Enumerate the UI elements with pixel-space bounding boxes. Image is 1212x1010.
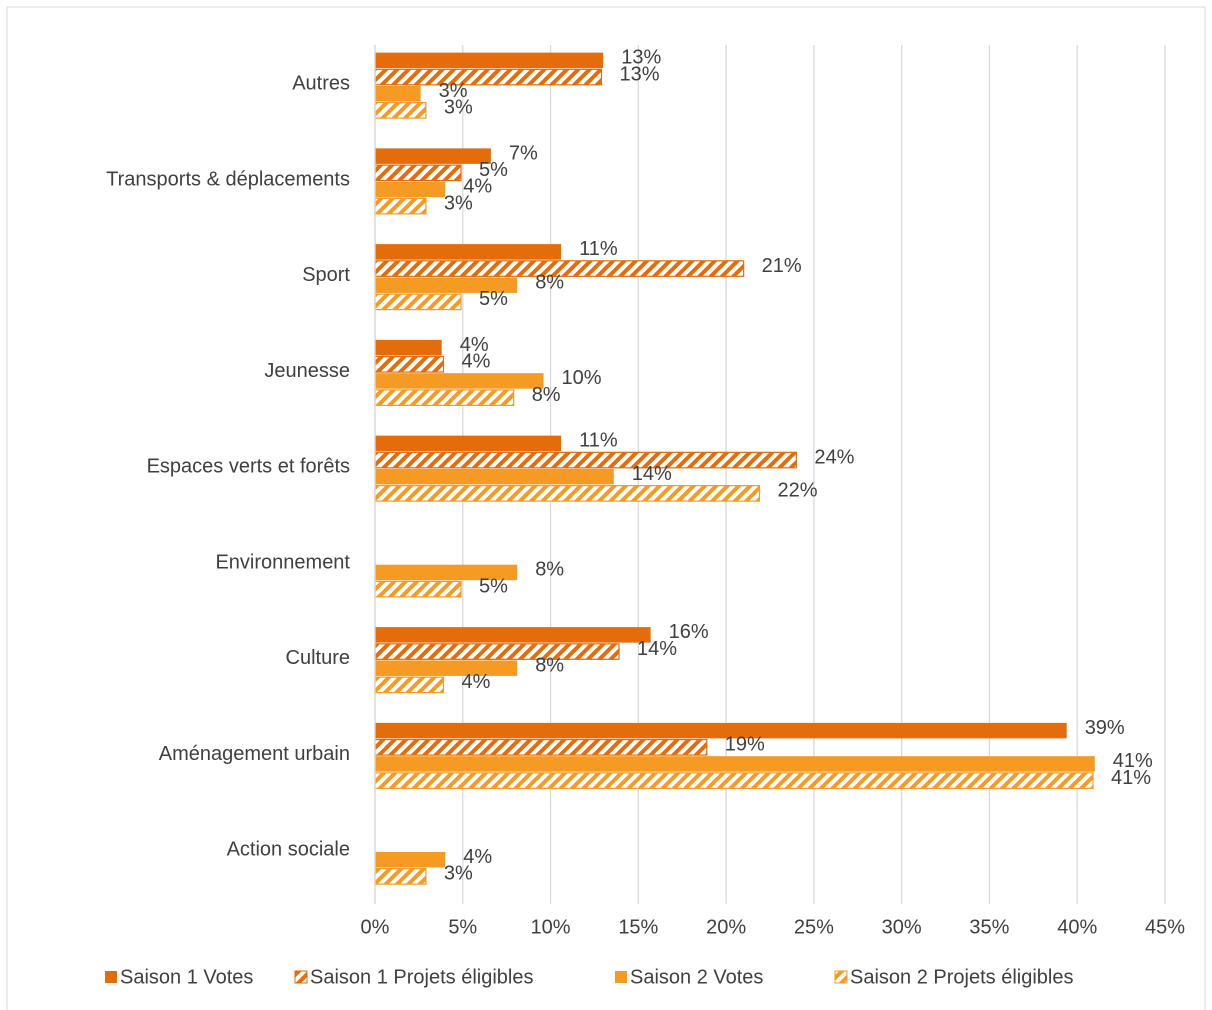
data-label: 16% — [669, 621, 709, 643]
bar — [375, 148, 491, 164]
data-label: 13% — [619, 63, 659, 85]
category-label: Espaces verts et forêts — [147, 456, 350, 478]
bar — [374, 389, 515, 406]
data-label: 4% — [463, 846, 492, 868]
bar — [375, 756, 1095, 772]
x-tick-label: 30% — [882, 916, 922, 938]
x-tick-label: 10% — [531, 916, 571, 938]
category-label: Action sociale — [227, 839, 350, 861]
data-label: 19% — [725, 734, 765, 756]
data-label: 10% — [562, 367, 602, 389]
bar — [375, 277, 518, 293]
bar — [375, 722, 1067, 739]
bar — [375, 52, 604, 69]
bar — [374, 68, 603, 86]
data-label: 4% — [460, 334, 489, 356]
x-tick-label: 25% — [794, 916, 834, 938]
data-label: 41% — [1111, 767, 1151, 789]
x-tick-label: 15% — [618, 916, 658, 938]
data-label: 4% — [463, 176, 492, 198]
bar — [374, 102, 427, 119]
bar — [375, 373, 544, 389]
category-label: Sport — [302, 264, 350, 286]
data-label: 5% — [479, 575, 508, 597]
data-label: 5% — [479, 159, 508, 181]
bar — [374, 485, 761, 502]
x-tick-label: 35% — [969, 916, 1009, 938]
bar — [374, 643, 620, 660]
bar — [374, 868, 427, 885]
data-label: 13% — [621, 47, 661, 69]
legend-label: Saison 1 Votes — [120, 966, 253, 988]
data-label: 11% — [579, 430, 618, 452]
data-label: 8% — [535, 271, 564, 293]
data-label: 4% — [461, 671, 490, 693]
data-label: 8% — [535, 654, 564, 676]
data-label: 3% — [444, 863, 473, 885]
bar — [374, 451, 797, 469]
bar — [375, 564, 518, 581]
data-label: 41% — [1113, 750, 1153, 772]
data-label: 7% — [509, 142, 538, 164]
bar — [374, 197, 427, 215]
legend-label: Saison 2 Votes — [630, 966, 763, 988]
legend-swatch — [105, 971, 117, 983]
bar — [374, 676, 445, 694]
bar — [375, 181, 446, 198]
category-label: Environnement — [215, 551, 350, 573]
bar — [374, 164, 462, 182]
data-label: 3% — [444, 97, 473, 119]
data-label: 3% — [444, 192, 473, 214]
data-label: 14% — [637, 638, 677, 660]
data-label: 11% — [579, 238, 618, 260]
category-label: Autres — [292, 73, 350, 95]
bar — [374, 772, 1094, 789]
bar — [375, 435, 562, 452]
bar — [374, 293, 462, 311]
data-label: 4% — [461, 351, 490, 373]
bar — [374, 738, 708, 756]
data-label: 24% — [814, 446, 854, 468]
data-label: 21% — [762, 255, 802, 277]
data-label: 3% — [439, 80, 468, 102]
data-label: 14% — [632, 463, 672, 485]
bar — [375, 85, 421, 102]
category-label: Transports & déplacements — [106, 168, 350, 190]
bar — [375, 339, 442, 356]
chart-border — [6, 6, 1206, 1010]
bar — [375, 244, 562, 260]
bar — [375, 851, 446, 868]
legend-label: Saison 1 Projets éligibles — [310, 966, 533, 988]
legend-label: Saison 2 Projets éligibles — [850, 966, 1073, 988]
category-label: Aménagement urbain — [159, 743, 350, 765]
data-label: 22% — [777, 480, 817, 502]
legend-swatch — [294, 970, 308, 984]
bar — [374, 355, 445, 373]
bar — [374, 580, 462, 598]
data-label: 5% — [479, 288, 508, 310]
bar — [375, 468, 614, 485]
x-tick-label: 40% — [1057, 916, 1097, 938]
category-label: Jeunesse — [264, 360, 350, 382]
x-tick-label: 20% — [706, 916, 746, 938]
legend-swatch — [615, 971, 627, 983]
x-tick-label: 0% — [361, 916, 390, 938]
x-tick-label: 45% — [1145, 916, 1185, 938]
bar — [375, 627, 651, 643]
legend-swatch — [834, 970, 848, 984]
data-label: 8% — [532, 384, 561, 406]
category-label: Culture — [286, 647, 350, 669]
data-label: 39% — [1085, 717, 1125, 739]
x-tick-label: 5% — [448, 916, 477, 938]
bar — [375, 660, 518, 676]
data-label: 8% — [535, 559, 564, 581]
